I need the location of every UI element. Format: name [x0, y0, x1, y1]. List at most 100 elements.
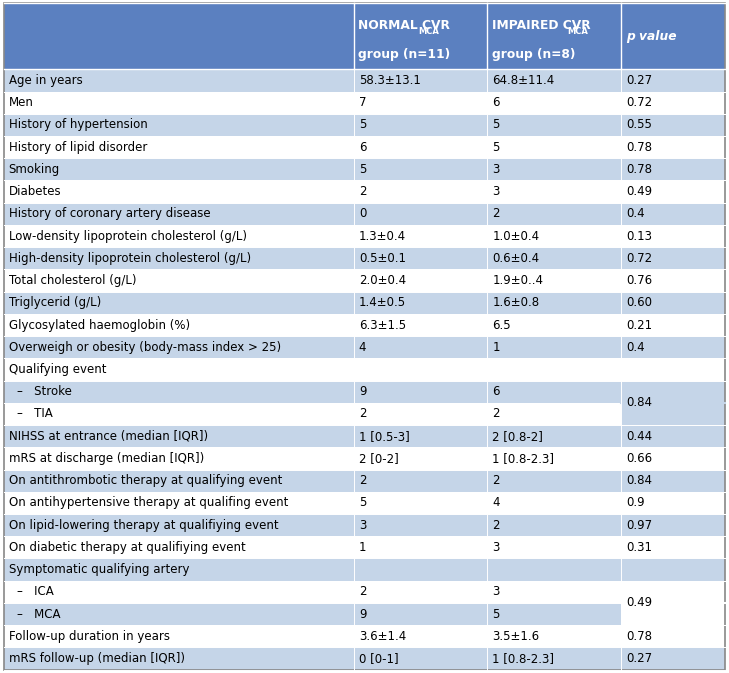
Text: –   TIA: – TIA [17, 407, 52, 421]
Text: 0.6±0.4: 0.6±0.4 [492, 252, 539, 264]
Text: 0.27: 0.27 [625, 74, 652, 87]
Bar [4, 158, 354, 180]
Bar [4, 180, 354, 203]
Text: Triglycerid (g/L): Triglycerid (g/L) [9, 296, 101, 310]
Text: 3: 3 [492, 586, 499, 598]
Text: 5: 5 [359, 497, 366, 509]
Text: group (n=11): group (n=11) [358, 48, 451, 61]
Text: mRS follow-up (median [IQR]): mRS follow-up (median [IQR]) [9, 652, 184, 665]
Text: 2: 2 [359, 474, 366, 487]
Text: IMPAIRED CVR: IMPAIRED CVR [491, 19, 590, 32]
Bar [354, 514, 487, 536]
Bar [620, 514, 725, 536]
Bar [354, 69, 487, 92]
Bar [620, 581, 725, 603]
Text: 1.4±0.5: 1.4±0.5 [359, 296, 406, 310]
Bar [354, 92, 487, 114]
Bar [354, 647, 487, 670]
Bar [4, 247, 354, 269]
Bar [354, 314, 487, 336]
Text: 4: 4 [359, 341, 366, 354]
Bar [4, 291, 354, 314]
Text: Symptomatic qualifying artery: Symptomatic qualifying artery [9, 563, 190, 576]
Text: 2: 2 [492, 519, 500, 532]
Bar [487, 425, 620, 448]
Text: 1: 1 [359, 541, 366, 554]
Text: 2.0±0.4: 2.0±0.4 [359, 274, 406, 287]
Text: Low-density lipoprotein cholesterol (g/L): Low-density lipoprotein cholesterol (g/L… [9, 229, 246, 242]
Text: 0.21: 0.21 [625, 318, 652, 332]
Text: 0.78: 0.78 [625, 630, 652, 643]
Text: 5: 5 [359, 118, 366, 131]
Text: 1.9±0..4: 1.9±0..4 [492, 274, 543, 287]
Text: 0.49: 0.49 [625, 596, 652, 610]
Text: 3: 3 [492, 163, 499, 176]
Bar [4, 336, 354, 358]
Bar [620, 314, 725, 336]
Text: 0.97: 0.97 [625, 519, 652, 532]
Bar [620, 358, 725, 381]
Text: 2: 2 [359, 407, 366, 421]
Text: On diabetic therapy at qualifiying event: On diabetic therapy at qualifiying event [9, 541, 246, 554]
Bar [620, 269, 725, 291]
Text: 2 [0-2]: 2 [0-2] [359, 452, 399, 465]
Text: 0.31: 0.31 [625, 541, 652, 554]
Text: 0.72: 0.72 [625, 252, 652, 264]
Bar [487, 3, 620, 69]
Text: 0.13: 0.13 [625, 229, 652, 242]
Bar [4, 69, 354, 92]
Text: Overweigh or obesity (body-mass index > 25): Overweigh or obesity (body-mass index > … [9, 341, 281, 354]
Bar [620, 203, 725, 225]
Bar [354, 581, 487, 603]
Text: 1 [0.8-2.3]: 1 [0.8-2.3] [492, 652, 554, 665]
Text: 0 [0-1]: 0 [0-1] [359, 652, 399, 665]
Text: 3.6±1.4: 3.6±1.4 [359, 630, 406, 643]
Bar [354, 492, 487, 514]
Text: 2: 2 [359, 185, 366, 198]
Text: –   Stroke: – Stroke [17, 385, 71, 398]
Bar [354, 114, 487, 136]
Text: 3: 3 [492, 541, 499, 554]
Text: 3: 3 [359, 519, 366, 532]
Bar [487, 203, 620, 225]
Bar [354, 158, 487, 180]
Text: 0.78: 0.78 [625, 163, 652, 176]
Text: Qualifying event: Qualifying event [9, 363, 106, 376]
Bar [620, 647, 725, 670]
Text: 6.5: 6.5 [492, 318, 511, 332]
Bar [354, 291, 487, 314]
Bar [620, 536, 725, 559]
Bar [4, 314, 354, 336]
Text: 0.84: 0.84 [625, 474, 652, 487]
Bar [620, 403, 725, 425]
Bar [354, 3, 487, 69]
Text: 0: 0 [359, 207, 366, 220]
Text: 0.4: 0.4 [625, 341, 644, 354]
Text: 0.4: 0.4 [625, 207, 644, 220]
Bar [487, 69, 620, 92]
Text: –   ICA: – ICA [17, 586, 53, 598]
Text: 3: 3 [492, 185, 499, 198]
Bar [4, 203, 354, 225]
Bar [487, 536, 620, 559]
Text: 64.8±11.4: 64.8±11.4 [492, 74, 555, 87]
Bar [620, 225, 725, 247]
Text: NIHSS at entrance (median [IQR]): NIHSS at entrance (median [IQR]) [9, 429, 208, 443]
Text: 2: 2 [359, 586, 366, 598]
Bar [620, 158, 725, 180]
Text: 5: 5 [492, 118, 499, 131]
Text: 5: 5 [492, 608, 499, 621]
Text: 1.6±0.8: 1.6±0.8 [492, 296, 539, 310]
Text: 9: 9 [359, 385, 366, 398]
Bar [487, 559, 620, 581]
Text: History of lipid disorder: History of lipid disorder [9, 141, 147, 153]
Bar [4, 403, 354, 425]
Bar [620, 114, 725, 136]
Bar [4, 114, 354, 136]
Text: 58.3±13.1: 58.3±13.1 [359, 74, 421, 87]
Bar [4, 358, 354, 381]
Text: 6: 6 [492, 385, 500, 398]
Text: 0.49: 0.49 [625, 185, 652, 198]
Bar [620, 69, 725, 92]
Bar [487, 92, 620, 114]
